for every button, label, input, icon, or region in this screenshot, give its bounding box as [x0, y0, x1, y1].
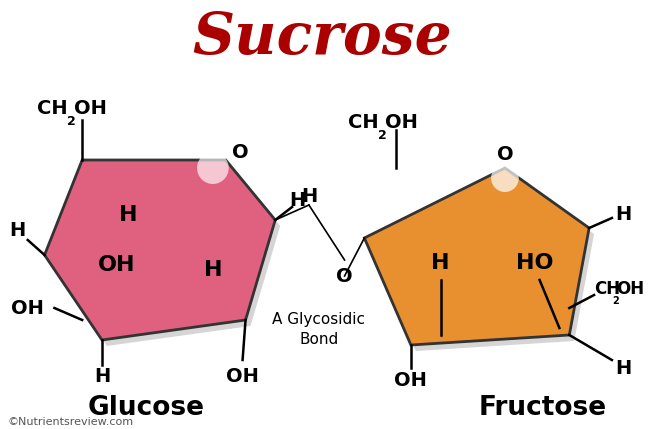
Text: CH: CH [348, 112, 378, 132]
Text: 2: 2 [612, 296, 619, 306]
Text: O: O [497, 145, 514, 164]
Text: H: H [10, 221, 26, 239]
Text: OH: OH [74, 99, 107, 118]
Text: OH: OH [385, 112, 418, 132]
Text: OH: OH [616, 280, 644, 298]
Text: H: H [432, 253, 450, 273]
Text: H: H [94, 366, 110, 386]
Text: CH: CH [36, 99, 68, 118]
Text: O: O [336, 266, 353, 286]
Text: 2: 2 [68, 115, 76, 128]
Polygon shape [369, 174, 594, 351]
Text: OH: OH [11, 299, 44, 317]
Circle shape [197, 152, 229, 184]
Text: H: H [203, 260, 222, 280]
Text: O: O [232, 143, 249, 163]
Polygon shape [45, 160, 275, 340]
Text: OH: OH [98, 255, 136, 275]
Text: H: H [616, 205, 632, 224]
Text: ©Nutrientsreview.com: ©Nutrientsreview.com [8, 417, 134, 427]
Text: H: H [616, 359, 632, 378]
Text: Sucrose: Sucrose [192, 10, 452, 66]
Polygon shape [365, 168, 589, 345]
Text: HO: HO [516, 253, 553, 273]
Text: Glucose: Glucose [88, 395, 205, 421]
Text: 2: 2 [378, 129, 387, 142]
Text: CH: CH [594, 280, 620, 298]
Text: H: H [120, 205, 138, 225]
Text: OH: OH [226, 366, 259, 386]
Text: OH: OH [395, 371, 427, 390]
Polygon shape [49, 166, 280, 346]
Text: Fructose: Fructose [478, 395, 606, 421]
Circle shape [491, 164, 519, 192]
Text: H: H [301, 187, 317, 206]
Text: H: H [289, 190, 305, 209]
Text: A Glycosidic
Bond: A Glycosidic Bond [272, 312, 365, 347]
